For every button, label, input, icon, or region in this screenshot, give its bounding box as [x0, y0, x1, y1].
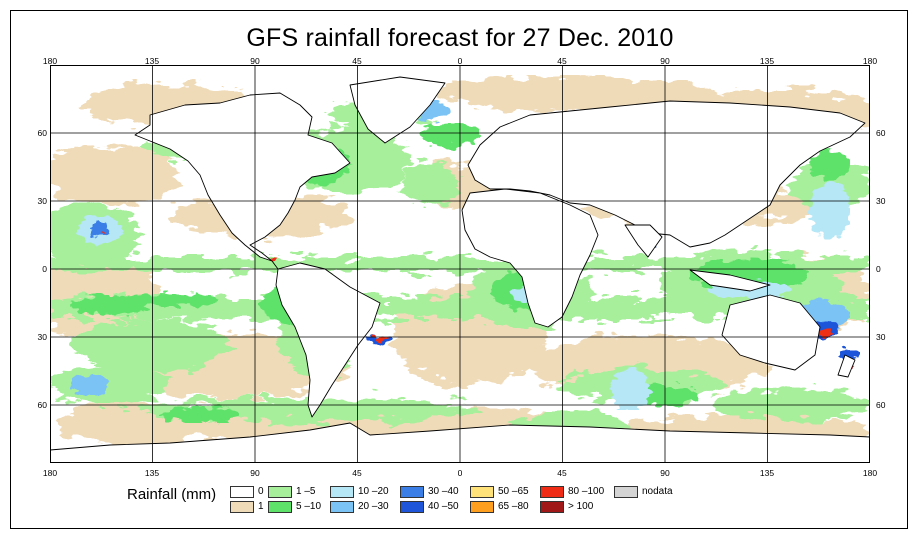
- legend-swatch: [268, 486, 292, 498]
- legend-swatch: [230, 501, 254, 513]
- lon-tick-bottom: 0: [457, 468, 463, 478]
- lon-tick-top: 135: [144, 56, 160, 66]
- legend-label: 30 –40: [428, 486, 459, 497]
- lon-tick-top: 45: [557, 56, 567, 66]
- south-america-outline: [275, 262, 381, 418]
- legend-swatch: [230, 486, 254, 498]
- lon-tick-top: 180: [42, 56, 58, 66]
- legend-label: nodata: [642, 486, 673, 497]
- rainfall-map: [50, 65, 870, 463]
- lat-tick-right: 30: [876, 332, 886, 342]
- legend-label: 5 –10: [296, 501, 322, 512]
- africa-outline: [461, 188, 599, 328]
- lon-tick-bottom: 135: [759, 468, 775, 478]
- lon-tick-bottom: 90: [660, 468, 670, 478]
- eurasia-outline: [467, 100, 866, 248]
- indonesia-outline: [689, 269, 771, 292]
- lon-tick-top: 90: [250, 56, 260, 66]
- lon-tick-bottom: 45: [352, 468, 362, 478]
- lat-tick-right: 30: [876, 196, 886, 206]
- north-america-outline: [134, 92, 351, 270]
- lon-tick-bottom: 180: [42, 468, 58, 478]
- greenland-outline: [349, 76, 446, 144]
- legend-label: 65 –80: [498, 501, 529, 512]
- lat-tick-right: 60: [876, 128, 886, 138]
- legend-label: 1: [258, 501, 264, 512]
- map-title: GFS rainfall forecast for 27 Dec. 2010: [246, 24, 674, 52]
- lat-tick-left: 60: [37, 128, 47, 138]
- lat-tick-left: 30: [37, 196, 47, 206]
- legend-swatch: [268, 501, 292, 513]
- lon-tick-bottom: 90: [250, 468, 260, 478]
- lon-tick-bottom: 45: [557, 468, 567, 478]
- lat-tick-left: 0: [42, 264, 47, 274]
- legend-swatch: [614, 486, 638, 498]
- lon-tick-top: 45: [352, 56, 362, 66]
- lon-tick-top: 180: [862, 56, 878, 66]
- australia-outline: [721, 294, 821, 371]
- lon-tick-bottom: 180: [862, 468, 878, 478]
- legend-title: Rainfall (mm): [127, 486, 217, 503]
- graticule: [50, 65, 870, 463]
- lon-tick-top: 135: [759, 56, 775, 66]
- legend-label: 10 –20: [358, 486, 389, 497]
- legend-swatch: [470, 501, 494, 513]
- legend-label: 1 –5: [296, 486, 316, 497]
- legend-swatch: [540, 486, 564, 498]
- lat-tick-left: 30: [37, 332, 47, 342]
- lon-tick-top: 90: [660, 56, 670, 66]
- legend-label: 50 –65: [498, 486, 529, 497]
- lat-tick-right: 60: [876, 400, 886, 410]
- india-outline: [624, 224, 663, 258]
- legend-label: 0: [258, 486, 264, 497]
- legend-label: 80 –100: [568, 486, 605, 497]
- legend-label: 20 –30: [358, 501, 389, 512]
- legend-label: > 100: [568, 501, 594, 512]
- legend-swatch: [400, 486, 424, 498]
- lon-tick-bottom: 135: [144, 468, 160, 478]
- legend-swatch: [540, 501, 564, 513]
- legend-swatch: [470, 486, 494, 498]
- new-zealand-outline: [837, 354, 856, 378]
- lat-tick-right: 0: [876, 264, 881, 274]
- legend-label: 40 –50: [428, 501, 459, 512]
- legend: Rainfall (mm) 0 1 1 –5 5 –10 10 –20 20 –…: [0, 484, 920, 518]
- lat-tick-left: 60: [37, 400, 47, 410]
- legend-swatch: [330, 486, 354, 498]
- legend-swatch: [400, 501, 424, 513]
- legend-swatch: [330, 501, 354, 513]
- map-border: [50, 65, 870, 463]
- lon-tick-top: 0: [457, 56, 463, 66]
